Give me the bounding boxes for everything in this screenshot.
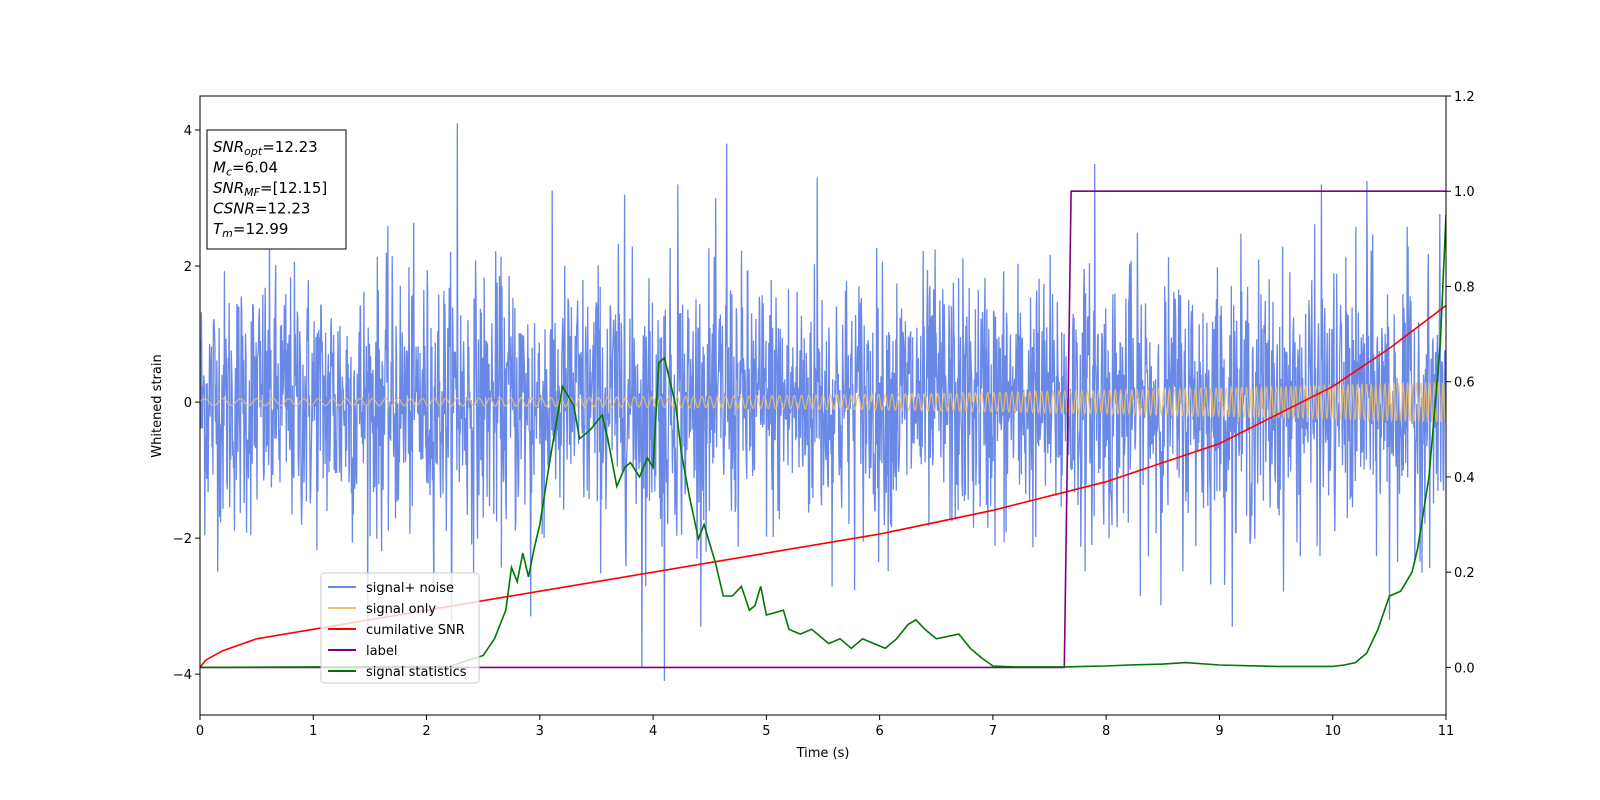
annotation-box: SNRopt=12.23Mc=6.04SNRMF=[12.15]CSNR=12.… bbox=[206, 129, 347, 250]
y2-tick-label: 0.8 bbox=[1454, 280, 1475, 295]
legend-label: label bbox=[366, 644, 397, 659]
legend-label: cumilative SNR bbox=[366, 623, 465, 638]
annotation-line: SNRMF=[12.15] bbox=[213, 179, 327, 199]
y-tick-label: −2 bbox=[173, 532, 192, 547]
x-tick-label: 11 bbox=[1438, 724, 1455, 739]
annotation-line: SNRopt=12.23 bbox=[213, 138, 318, 158]
y-tick-label: 2 bbox=[184, 260, 192, 275]
y2-tick-label: 0.2 bbox=[1454, 566, 1475, 581]
legend-frame bbox=[320, 572, 480, 684]
x-axis-label: Time (s) bbox=[796, 746, 850, 761]
x-tick-label: 7 bbox=[989, 724, 997, 739]
series-signal-statistics bbox=[200, 214, 1446, 669]
series-layer bbox=[200, 123, 1446, 682]
plot-area bbox=[200, 123, 1446, 682]
x-tick-label: 8 bbox=[1102, 724, 1110, 739]
x-tick-label: 0 bbox=[196, 724, 204, 739]
legend-label: signal+ noise bbox=[366, 581, 454, 596]
x-tick-label: 4 bbox=[649, 724, 657, 739]
series-cumulative-snr bbox=[200, 304, 1446, 668]
y-axis-left-ticks: −4 −2 0 2 4 bbox=[173, 124, 200, 683]
axes-frame bbox=[199, 95, 1447, 716]
y-tick-label: 0 bbox=[184, 396, 192, 411]
legend-label: signal only bbox=[366, 602, 436, 617]
x-tick-label: 5 bbox=[762, 724, 770, 739]
legend-label: signal statistics bbox=[366, 665, 467, 680]
x-tick-label: 3 bbox=[536, 724, 544, 739]
annotation-line: Mc=6.04 bbox=[213, 159, 278, 179]
y2-tick-label: 0.6 bbox=[1454, 376, 1475, 391]
x-tick-label: 6 bbox=[875, 724, 883, 739]
y2-tick-label: 0.4 bbox=[1454, 471, 1475, 486]
y-axis-right-ticks: 0.0 0.2 0.4 0.6 0.8 1.0 1.2 bbox=[1446, 90, 1475, 676]
y-tick-label: 4 bbox=[184, 124, 192, 139]
series-signal-only bbox=[200, 381, 1446, 424]
annotation-frame bbox=[206, 129, 347, 250]
x-axis-ticks: 0 1 2 3 4 5 6 7 8 9 10 11 bbox=[196, 715, 1454, 739]
y2-tick-label: 1.2 bbox=[1454, 90, 1475, 105]
y-tick-label: −4 bbox=[173, 668, 192, 683]
y2-tick-label: 1.0 bbox=[1454, 185, 1475, 200]
annotation-line: CSNR=12.23 bbox=[213, 200, 310, 218]
annotation-line: Tm=12.99 bbox=[213, 220, 288, 240]
series-signal-noise bbox=[200, 123, 1446, 682]
y-axis-label: Whitened strain bbox=[150, 354, 165, 457]
x-tick-label: 9 bbox=[1215, 724, 1223, 739]
x-tick-label: 1 bbox=[309, 724, 317, 739]
legend: signal+ noise signal only cumilative SNR la… bbox=[320, 572, 480, 684]
series-label bbox=[200, 190, 1446, 669]
x-tick-label: 2 bbox=[422, 724, 430, 739]
y2-tick-label: 0.0 bbox=[1454, 661, 1475, 676]
x-tick-label: 10 bbox=[1324, 724, 1341, 739]
